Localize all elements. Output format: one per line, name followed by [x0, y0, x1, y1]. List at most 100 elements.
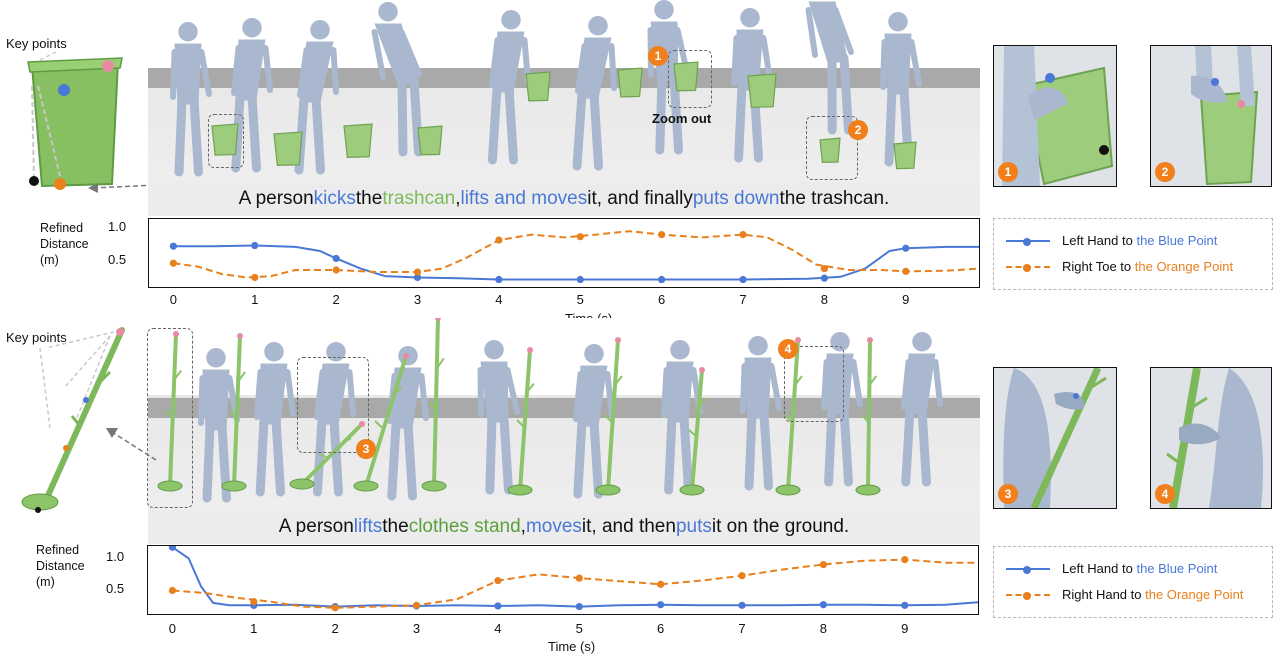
legend-text: Right Hand to: [1062, 587, 1142, 602]
zoom-panel-2: 2: [1150, 45, 1272, 187]
series-1-point-5: [575, 602, 583, 611]
caption-text: it, and then: [581, 516, 676, 537]
x-axis-ticks-top: 0 1 2 3 4 5 6 7 8 9: [0, 292, 1280, 308]
zoom-panel-4: 4: [1150, 367, 1272, 509]
series-2-point-5: [576, 233, 584, 241]
series-1-point-0: [169, 242, 178, 250]
human-figure: [294, 20, 339, 175]
trashcan: [525, 71, 551, 102]
chart-bottom-plot: [168, 546, 978, 612]
y-tick-label: 0.5: [106, 581, 125, 596]
caption-verb: puts: [675, 516, 712, 537]
clothes-stand: [157, 331, 183, 492]
human-figure: [740, 336, 782, 491]
clothes-stand: [855, 337, 881, 496]
series-2-point-7: [738, 572, 746, 580]
legend-bottom: Left Hand to the Blue Point Right Hand t…: [993, 546, 1273, 618]
legend-item-right-hand: Right Hand to the Orange Point: [1006, 587, 1243, 602]
top-human-sequence: [170, 0, 922, 177]
human-figure: [312, 342, 356, 497]
y-axis-label-line: (m): [36, 575, 55, 589]
caption-text: ,: [520, 516, 526, 537]
y-axis-label-bottom: Refined Distance (m): [36, 542, 85, 590]
human-figure: [821, 332, 863, 487]
stand-zoom-box: [147, 328, 193, 508]
series-2-point-1: [250, 598, 258, 606]
legend-target: the Blue Point: [1136, 233, 1218, 248]
trashcan: [211, 123, 239, 156]
series-line-1: [173, 244, 979, 281]
x-tick-label: 1: [251, 292, 259, 307]
clothes-stand: [595, 337, 623, 496]
human-figure: [198, 348, 240, 503]
x-tick-label: 8: [820, 292, 828, 307]
kick-zoom-box: [208, 114, 244, 168]
chart-top-plot: [169, 230, 979, 284]
zoom-out-label: Zoom out: [652, 111, 712, 126]
caption-text: A person: [278, 516, 354, 537]
caption-verb: lifts and moves: [460, 188, 588, 209]
series-2-point-6: [658, 231, 666, 239]
caption-verb: kicks: [313, 188, 356, 209]
legend-text: Left Hand to: [1062, 233, 1133, 248]
series-2-point-2: [332, 266, 340, 274]
human-figure: [477, 340, 520, 495]
series-1-point-6: [658, 275, 666, 284]
x-tick-label: 7: [738, 621, 746, 636]
pointer-arrow-bottom: [106, 428, 157, 461]
y-tick-label: 1.0: [106, 549, 125, 564]
caption-verb: lifts: [353, 516, 383, 537]
y-axis-label-line: Distance: [36, 559, 85, 573]
caption-text: it, and finally: [587, 188, 693, 209]
series-line-1: [171, 546, 978, 608]
series-1-point-7: [738, 601, 746, 609]
clothes-stand: [221, 333, 247, 492]
clothes-stand: [421, 318, 447, 492]
clothes-stand: [353, 353, 409, 492]
series-2-point-0: [168, 586, 177, 595]
human-figure: [170, 22, 212, 177]
series-1-point-4: [494, 602, 502, 610]
series-2-point-1: [251, 273, 259, 282]
zoom-box-1: [668, 50, 712, 108]
caption-text: A person: [238, 188, 314, 209]
series-1-point-3: [413, 273, 422, 282]
top-caption: A person kicks the trashcan , lifts and …: [148, 182, 980, 216]
badge-2: 2: [848, 120, 868, 140]
legend-target: the Orange Point: [1134, 259, 1234, 274]
y-axis-label-line: (m): [40, 253, 59, 267]
x-axis-ticks-bottom: 0 1 2 3 4 5 6 7 8 9: [0, 621, 1280, 637]
legend-swatch-solid: [1006, 237, 1050, 246]
series-2-point-7: [739, 231, 747, 239]
x-tick-label: 2: [331, 621, 339, 636]
series-1-point-9: [902, 244, 910, 252]
x-tick-label: 4: [494, 621, 502, 636]
series-1-point-8: [819, 601, 827, 609]
legend-item-left-hand: Left Hand to the Blue Point: [1006, 233, 1217, 248]
y-axis-label-line: Refined: [36, 543, 80, 557]
y-tick-label: 0.5: [108, 252, 127, 267]
series-1-point-5: [576, 275, 584, 284]
x-tick-label: 5: [575, 621, 583, 636]
top-motion-scene: [148, 0, 980, 182]
trashcan: [819, 137, 841, 164]
series-2-point-8: [819, 560, 827, 569]
legend-swatch-solid: [1006, 565, 1050, 574]
series-1-point-7: [739, 275, 747, 284]
bottom-motion-scene: [148, 318, 980, 510]
legend-swatch-dashed: [1006, 591, 1050, 600]
caption-verb: moves: [525, 516, 582, 537]
series-2-point-5: [575, 574, 583, 582]
legend-item-left-hand: Left Hand to the Blue Point: [1006, 561, 1217, 576]
panel-badge-1: 1: [998, 162, 1018, 182]
pointer-arrow-top: [88, 183, 179, 193]
series-2-point-2: [331, 604, 339, 612]
human-figure: [805, 1, 854, 135]
trashcan: [673, 61, 699, 92]
chart-bottom: [147, 545, 979, 615]
trashcan: [617, 67, 643, 98]
legend-swatch-dashed: [1006, 263, 1050, 272]
zoom-illustration-2: [1151, 46, 1271, 186]
human-figure: [231, 18, 273, 173]
human-figure: [387, 346, 429, 501]
